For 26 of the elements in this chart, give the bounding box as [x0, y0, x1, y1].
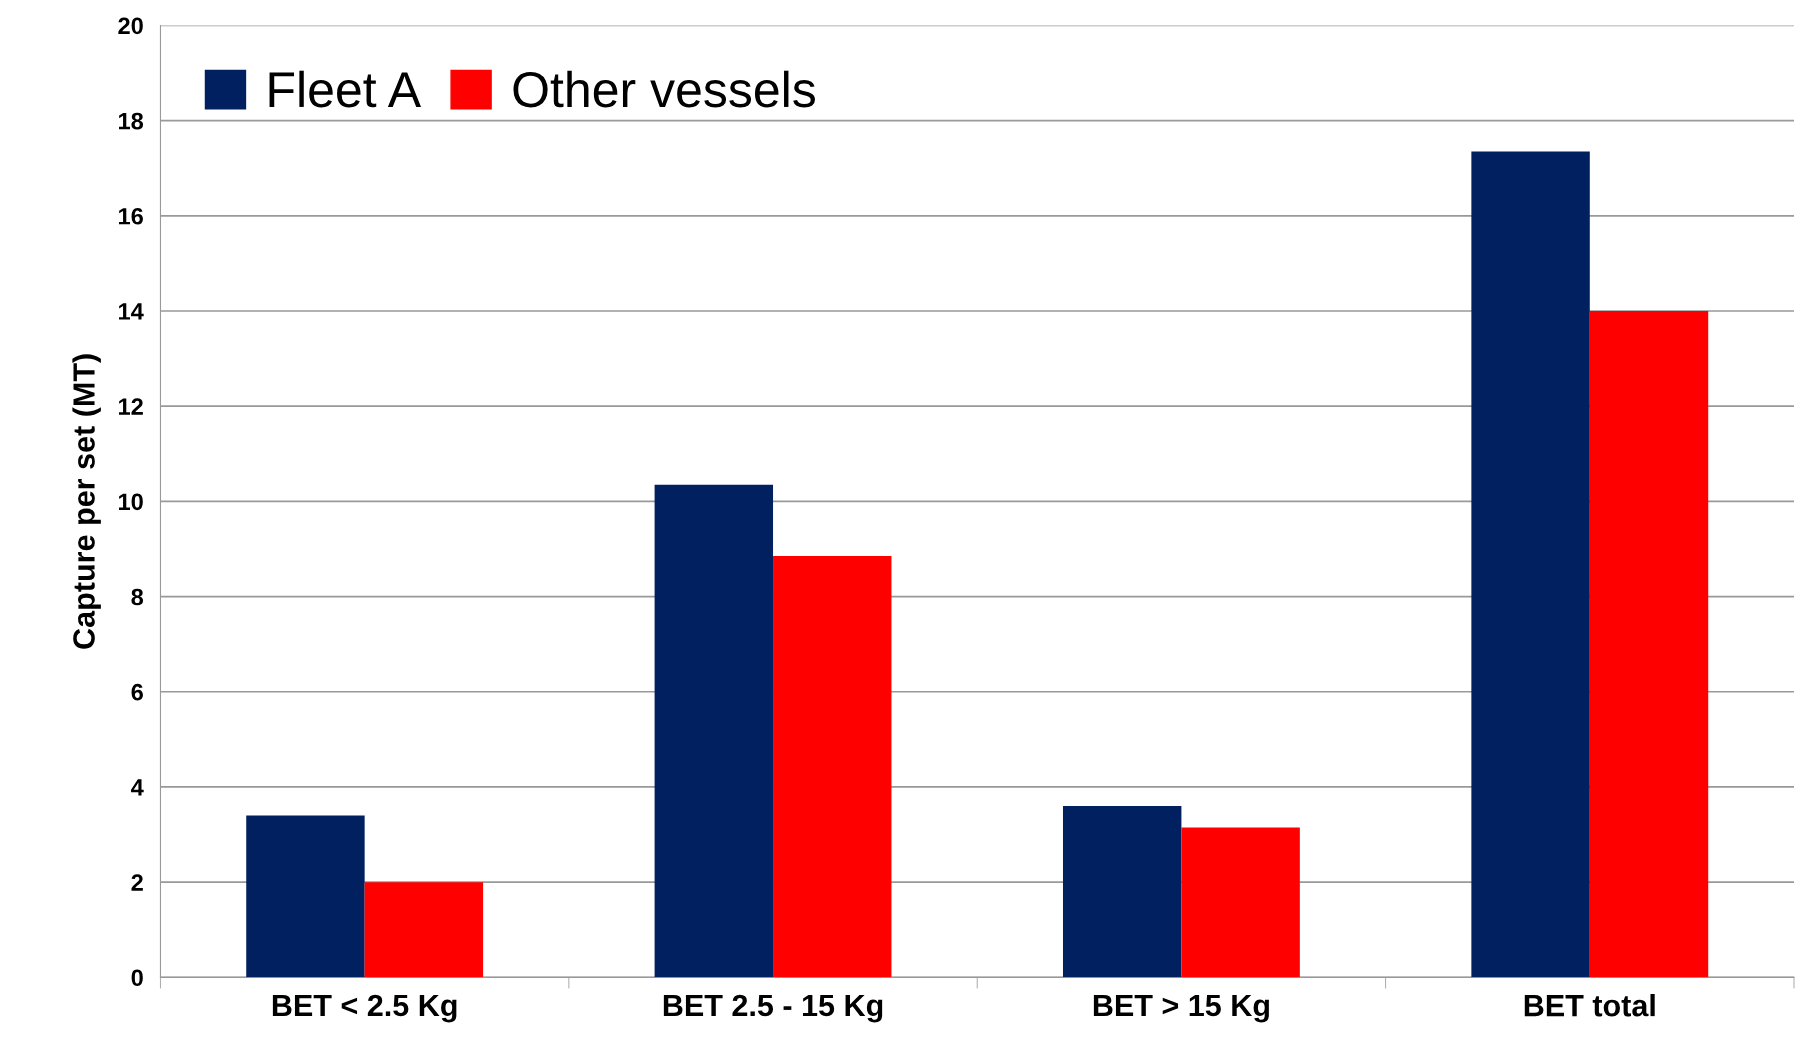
- bar: [654, 484, 774, 978]
- bar: [1589, 311, 1709, 978]
- bar: [1471, 151, 1590, 978]
- y-tick-label: 8: [131, 588, 144, 606]
- y-tick-label: 2: [131, 874, 143, 891]
- y-tick-label: 16: [119, 207, 143, 225]
- legend-label: Fleet A: [269, 70, 422, 108]
- x-tick-label: BET < 2.5 Kg: [272, 994, 457, 1023]
- y-tick-label: 4: [131, 779, 144, 796]
- bar: [364, 882, 484, 978]
- y-tick-label: 20: [118, 17, 143, 35]
- y-tick-label: 6: [131, 683, 143, 701]
- y-axis-title: Capture per set (MT): [72, 354, 101, 649]
- x-tick-label: BET 2.5 - 15 Kg: [663, 994, 883, 1023]
- legend-label: Other vessels: [513, 70, 815, 108]
- y-tick-label: 18: [119, 112, 144, 130]
- bar: [1181, 827, 1300, 978]
- bar: [773, 556, 892, 978]
- y-tick-label: 10: [119, 493, 143, 511]
- bar: [246, 815, 365, 978]
- bar: [1062, 805, 1182, 978]
- x-tick-label: BET total: [1524, 993, 1655, 1017]
- y-tick-label: 12: [119, 398, 143, 415]
- y-tick-label: 0: [131, 969, 143, 987]
- x-tick-label: BET > 15 Kg: [1093, 994, 1269, 1023]
- y-tick-label: 14: [119, 303, 144, 320]
